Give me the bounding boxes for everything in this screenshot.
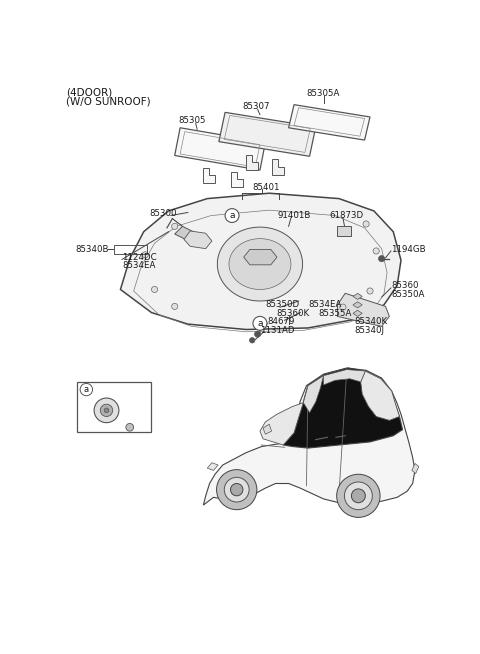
Text: a: a	[84, 385, 89, 394]
Polygon shape	[230, 171, 243, 187]
Circle shape	[94, 398, 119, 422]
Polygon shape	[246, 155, 258, 170]
Text: 85360K: 85360K	[276, 309, 309, 318]
Text: a: a	[229, 211, 235, 220]
Circle shape	[216, 470, 257, 509]
Bar	[77, 382, 151, 432]
Text: 85350A: 85350A	[391, 290, 424, 299]
Polygon shape	[324, 370, 365, 385]
Polygon shape	[263, 424, 272, 434]
Circle shape	[367, 288, 373, 294]
Text: 84679: 84679	[268, 317, 295, 326]
Polygon shape	[219, 112, 316, 156]
Text: 91401B: 91401B	[277, 211, 311, 220]
Text: 85340K: 85340K	[355, 317, 388, 326]
Circle shape	[336, 474, 380, 517]
Text: (4DOOR): (4DOOR)	[66, 88, 112, 97]
Circle shape	[363, 221, 369, 227]
Bar	[114, 245, 147, 254]
Polygon shape	[204, 168, 215, 183]
Text: 1194GB: 1194GB	[391, 245, 426, 254]
Text: 85305: 85305	[179, 116, 206, 124]
Circle shape	[172, 303, 178, 309]
Circle shape	[126, 423, 133, 431]
Circle shape	[225, 209, 239, 222]
Circle shape	[250, 337, 255, 343]
Polygon shape	[120, 193, 401, 330]
Circle shape	[373, 248, 379, 254]
Bar	[337, 226, 351, 235]
Circle shape	[230, 483, 243, 496]
Text: a: a	[257, 319, 263, 328]
Circle shape	[104, 408, 109, 413]
Circle shape	[80, 383, 93, 396]
Text: (W/O SUNROOF): (W/O SUNROOF)	[66, 97, 151, 107]
Text: 1124DC: 1124DC	[122, 252, 156, 262]
Polygon shape	[353, 310, 362, 317]
Text: 61873D: 61873D	[330, 211, 364, 220]
Text: 85360: 85360	[391, 281, 419, 290]
Polygon shape	[217, 227, 302, 301]
Text: 85340B: 85340B	[75, 245, 109, 254]
Polygon shape	[353, 293, 362, 300]
Polygon shape	[337, 293, 389, 326]
Circle shape	[253, 317, 267, 330]
Polygon shape	[244, 249, 277, 265]
Circle shape	[152, 286, 157, 292]
Text: 85350D: 85350D	[265, 300, 300, 309]
Polygon shape	[207, 463, 218, 470]
Polygon shape	[353, 301, 362, 308]
Circle shape	[100, 404, 113, 417]
Circle shape	[142, 252, 148, 258]
Text: 85300: 85300	[149, 209, 177, 218]
Text: 85307: 85307	[242, 102, 270, 111]
Circle shape	[351, 489, 365, 503]
Text: 85340J: 85340J	[355, 326, 384, 335]
Polygon shape	[184, 231, 212, 249]
Circle shape	[345, 482, 372, 509]
Polygon shape	[288, 105, 370, 140]
Polygon shape	[303, 375, 324, 413]
Polygon shape	[283, 368, 403, 448]
Text: 85305A: 85305A	[306, 88, 340, 97]
Polygon shape	[360, 371, 399, 421]
Circle shape	[172, 223, 178, 230]
Polygon shape	[175, 128, 265, 170]
Text: 8534EA: 8534EA	[308, 300, 341, 309]
Polygon shape	[175, 226, 193, 239]
Polygon shape	[204, 368, 415, 505]
Circle shape	[254, 331, 261, 337]
Text: 1131AD: 1131AD	[260, 326, 294, 335]
Text: 8534EA: 8534EA	[122, 261, 156, 270]
Polygon shape	[229, 239, 291, 290]
Text: 85355A: 85355A	[319, 309, 352, 318]
Circle shape	[340, 304, 346, 310]
Polygon shape	[260, 403, 303, 445]
Text: 85401: 85401	[252, 182, 280, 192]
Circle shape	[224, 477, 249, 502]
Polygon shape	[272, 160, 284, 175]
Circle shape	[379, 256, 385, 262]
Polygon shape	[412, 464, 419, 473]
